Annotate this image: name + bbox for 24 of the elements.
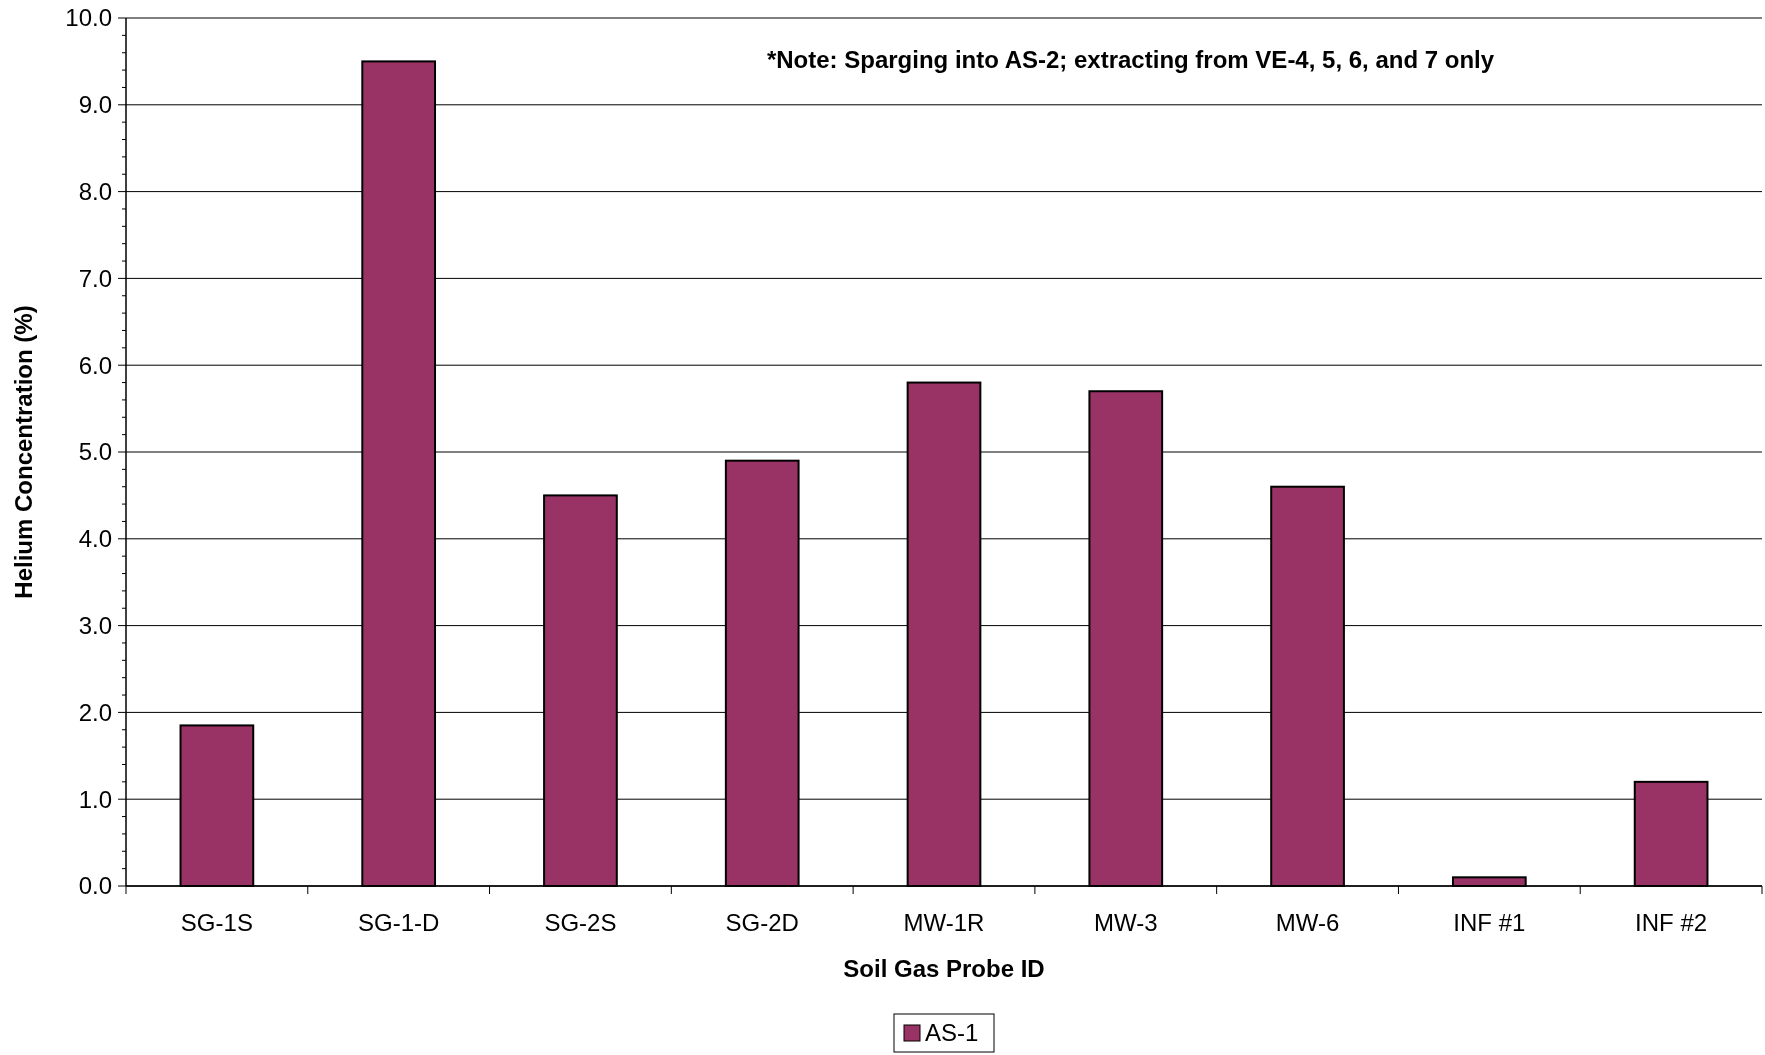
x-tick-label: INF #2 — [1635, 909, 1708, 936]
x-tick-label: SG-1S — [180, 909, 253, 936]
y-tick-label: 10.0 — [65, 4, 112, 32]
y-tick-label: 6.0 — [78, 351, 112, 379]
y-axis-title: Helium Concentration (%) — [10, 305, 37, 599]
legend-label: AS-1 — [925, 1019, 979, 1047]
x-tick-label: MW-3 — [1094, 909, 1158, 936]
y-tick-label: 0.0 — [78, 872, 112, 900]
y-tick-label: 1.0 — [78, 785, 112, 813]
annotation: *Note: Sparging into AS-2; extracting from VE-4, 5, 6, and 7 only — [766, 46, 1495, 73]
x-tick-label: INF #1 — [1453, 909, 1526, 936]
y-tick-label: 3.0 — [78, 612, 112, 639]
x-tick-label: MW-6 — [1275, 909, 1340, 936]
y-tick-label: 2.0 — [78, 698, 112, 726]
x-tick-label: SG-2D — [725, 909, 799, 936]
x-axis-title: Soil Gas Probe ID — [843, 955, 1045, 982]
y-tick-label: 5.0 — [78, 438, 112, 466]
x-tick-label: SG-2S — [544, 909, 617, 936]
y-tick-label: 7.0 — [78, 264, 112, 292]
x-tick-label: MW-1R — [903, 909, 985, 936]
x-tick-label: SG-1-D — [357, 909, 440, 936]
y-tick-label: 9.0 — [78, 91, 112, 119]
y-tick-label: 4.0 — [78, 525, 112, 553]
y-tick-label: 8.0 — [78, 178, 112, 205]
